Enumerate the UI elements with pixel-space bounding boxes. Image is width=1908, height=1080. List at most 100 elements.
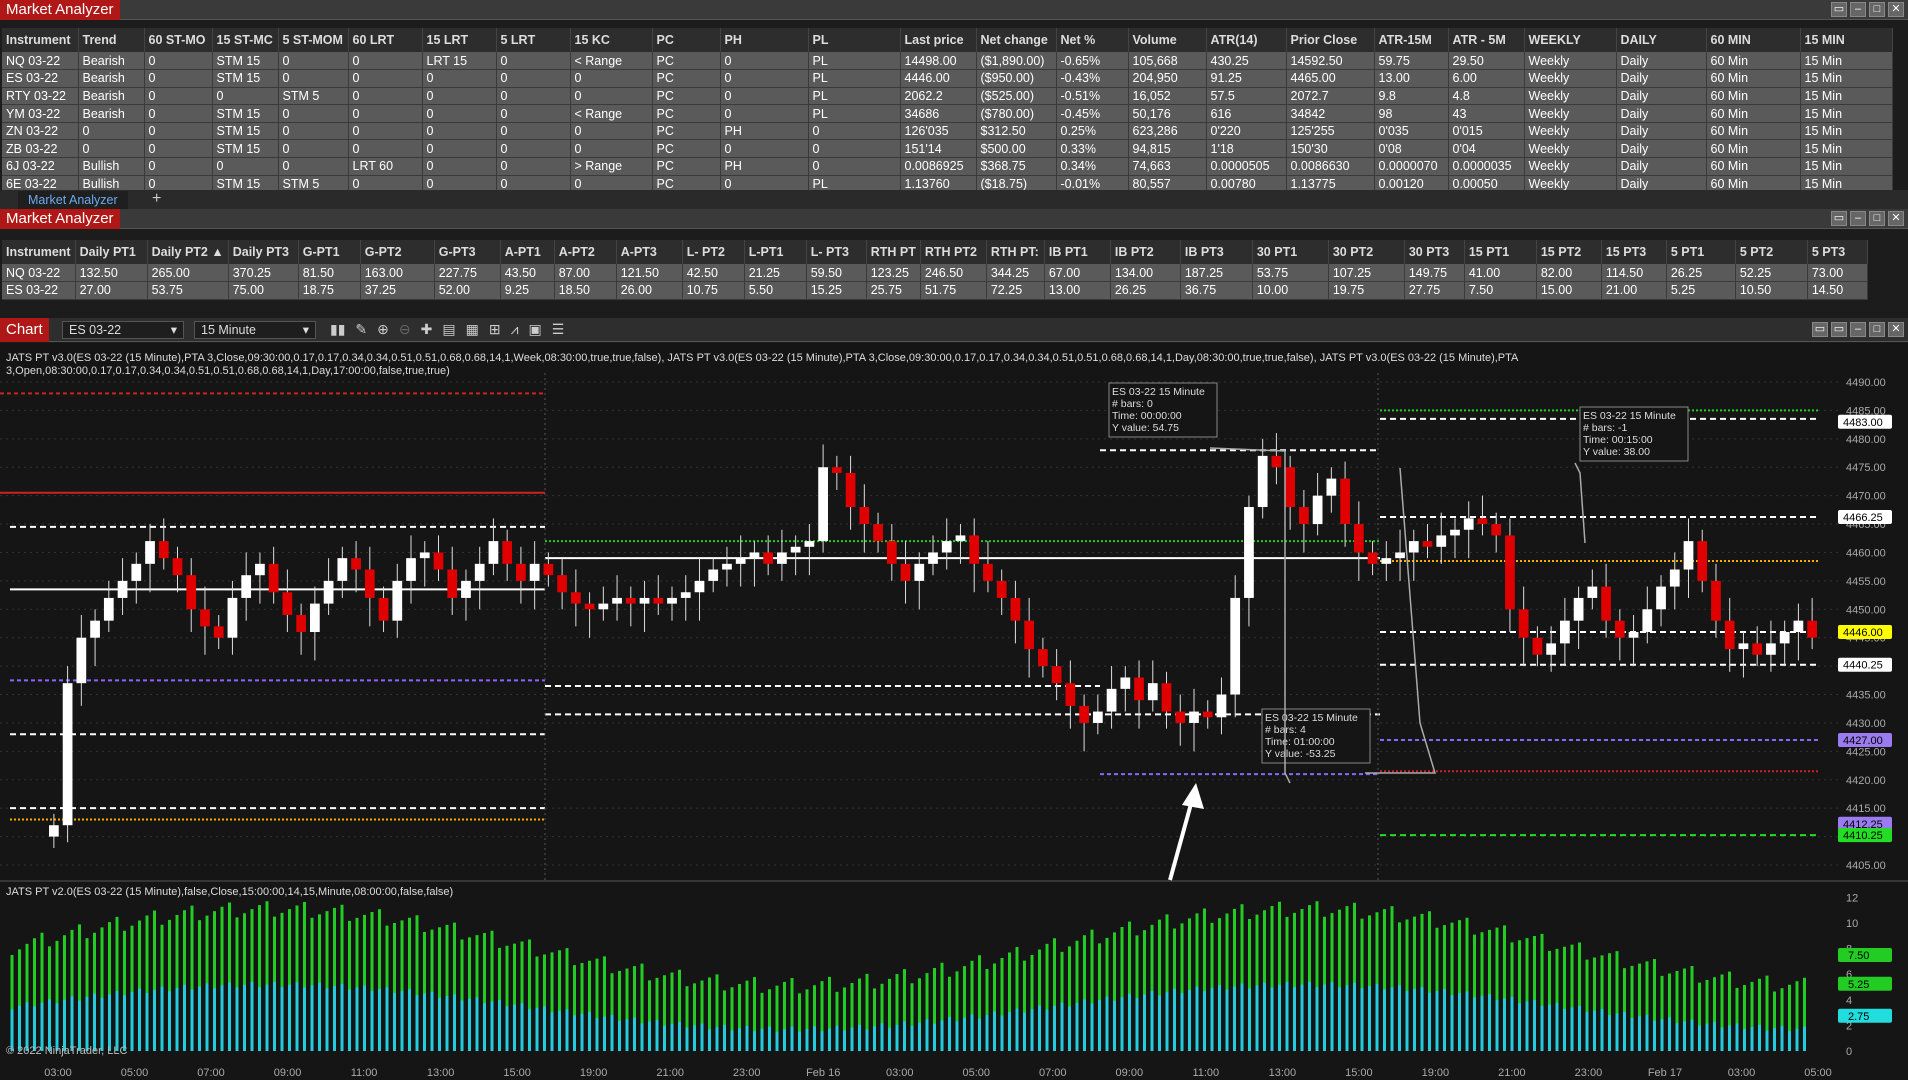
- column-header[interactable]: 30 PT2: [1328, 240, 1405, 264]
- column-header[interactable]: G-PT3: [434, 240, 501, 264]
- column-header[interactable]: 15 MIN: [1800, 28, 1893, 52]
- column-header[interactable]: PH: [720, 28, 809, 52]
- table-row[interactable]: ES 03-22 27.00 53.75 75.00 18.75 37.25 52.00 9.…: [2, 281, 1868, 300]
- column-header[interactable]: 5 PT3: [1807, 240, 1868, 264]
- table-row[interactable]: RTY 03-22 Bearish 0 0 STM 5 0 0 0 0 PC 0 PL 2062.2 ($…: [2, 87, 1893, 106]
- zoom-in-icon[interactable]: ⊕: [377, 321, 389, 337]
- column-header[interactable]: L- PT3: [806, 240, 867, 264]
- column-header[interactable]: 15 PT3: [1601, 240, 1667, 264]
- restore-icon[interactable]: ▭: [1812, 322, 1828, 337]
- column-header[interactable]: DAILY: [1616, 28, 1707, 52]
- maximize-icon[interactable]: □: [1869, 2, 1885, 17]
- column-header[interactable]: 15 PT1: [1464, 240, 1537, 264]
- list-icon[interactable]: ☰: [551, 321, 565, 337]
- table-row[interactable]: 6J 03-22 Bullish 0 0 0 LRT 60 0 0 > Range PC PH 0 0.…: [2, 157, 1893, 176]
- table-row[interactable]: YM 03-22 Bearish 0 STM 15 0 0 0 0 < Range PC 0 PL 34…: [2, 104, 1893, 123]
- zoom-out-icon[interactable]: ⊖: [398, 321, 411, 337]
- crosshair-icon[interactable]: ✚: [420, 321, 433, 337]
- bar-type-icon[interactable]: ▮▮: [330, 321, 346, 337]
- minimize-icon[interactable]: –: [1850, 322, 1866, 337]
- table-row[interactable]: 6E 03-22 Bullish 0 STM 15 STM 5 0 0 0 0 PC 0 PL 1.13…: [2, 175, 1893, 194]
- column-header[interactable]: 60 MIN: [1706, 28, 1801, 52]
- column-header[interactable]: A-PT1: [500, 240, 555, 264]
- column-header[interactable]: WEEKLY: [1524, 28, 1617, 52]
- column-header[interactable]: 30 PT3: [1404, 240, 1465, 264]
- column-header[interactable]: ATR-15M: [1374, 28, 1449, 52]
- pencil-icon[interactable]: ✎: [355, 321, 368, 337]
- column-header[interactable]: A-PT3: [616, 240, 683, 264]
- instrument-selector[interactable]: ES 03-22 ▾: [62, 321, 184, 339]
- candle-body: [200, 609, 210, 627]
- table-row[interactable]: ES 03-22 Bearish 0 STM 15 0 0 0 0 0 PC 0 PL 4446.00(…: [2, 69, 1893, 88]
- column-header[interactable]: Net %: [1056, 28, 1129, 52]
- column-header[interactable]: 60 LRT: [348, 28, 423, 52]
- column-header[interactable]: Trend: [78, 28, 145, 52]
- add-tab-icon[interactable]: +: [152, 190, 162, 207]
- restore-icon[interactable]: ▭: [1831, 2, 1847, 17]
- column-header[interactable]: Instrument: [2, 28, 79, 52]
- minimize-icon[interactable]: –: [1850, 211, 1866, 226]
- column-header[interactable]: L- PT2: [682, 240, 745, 264]
- column-header[interactable]: Volume: [1128, 28, 1207, 52]
- column-header[interactable]: 60 ST-MO: [144, 28, 213, 52]
- close-icon[interactable]: ✕: [1888, 322, 1904, 337]
- column-header[interactable]: 15 PT2: [1536, 240, 1602, 264]
- column-header[interactable]: Net change: [976, 28, 1057, 52]
- candle-body: [172, 558, 183, 576]
- column-header[interactable]: 5 PT2: [1735, 240, 1808, 264]
- table-row[interactable]: NQ 03-22 Bearish 0 STM 15 0 0 LRT 15 0 < Range PC…: [2, 52, 1893, 71]
- column-header[interactable]: A-PT2: [554, 240, 617, 264]
- table-row[interactable]: ZN 03-22 0 0 STM 15 0 0 0 0 0 PC PH 0 126'035 $312.50…: [2, 122, 1893, 141]
- price-chart[interactable]: 4490.004485.004480.004475.004470.004465.…: [0, 343, 1908, 1080]
- interval-selector[interactable]: 15 Minute ▾: [194, 321, 316, 339]
- column-header[interactable]: 5 LRT: [496, 28, 571, 52]
- column-header[interactable]: L-PT1: [744, 240, 807, 264]
- close-icon[interactable]: ✕: [1888, 211, 1904, 226]
- column-header[interactable]: 5 PT1: [1666, 240, 1736, 264]
- table-cell: 204,950: [1128, 69, 1207, 88]
- maximize-icon[interactable]: □: [1869, 211, 1885, 226]
- templates-icon[interactable]: ▣: [528, 321, 542, 337]
- column-header[interactable]: 15 KC: [570, 28, 653, 52]
- column-header[interactable]: PL: [808, 28, 901, 52]
- column-header[interactable]: RTH PT: [866, 240, 921, 264]
- column-header[interactable]: G-PT2: [360, 240, 435, 264]
- column-header[interactable]: 5 ST-MOM: [278, 28, 349, 52]
- column-header[interactable]: IB PT1: [1044, 240, 1111, 264]
- table-row[interactable]: NQ 03-22 132.50 265.00 370.25 81.50 163.00 227…: [2, 264, 1868, 282]
- indicators-icon[interactable]: ⊞: [488, 321, 501, 337]
- candle-body: [1573, 597, 1584, 621]
- column-header[interactable]: 30 PT1: [1252, 240, 1329, 264]
- table-cell: 0: [570, 122, 653, 141]
- close-icon[interactable]: ✕: [1888, 2, 1904, 17]
- column-header[interactable]: Last price: [900, 28, 977, 52]
- restore-icon[interactable]: ▭: [1831, 322, 1847, 337]
- column-header[interactable]: ATR(14): [1206, 28, 1287, 52]
- column-header[interactable]: RTH PT:: [986, 240, 1045, 264]
- column-header[interactable]: Daily PT1: [75, 240, 148, 264]
- table-cell: 616: [1206, 104, 1287, 123]
- column-header[interactable]: Daily PT3: [228, 240, 299, 264]
- column-header[interactable]: RTH PT2: [920, 240, 987, 264]
- tab-market-analyzer[interactable]: Market Analyzer: [18, 191, 128, 210]
- market-analyzer-2-grid[interactable]: Instrument Daily PT1 Daily PT2 ▲ Daily PT3 G…: [2, 240, 1868, 300]
- column-header[interactable]: IB PT3: [1180, 240, 1253, 264]
- minimize-icon[interactable]: –: [1850, 2, 1866, 17]
- maximize-icon[interactable]: □: [1869, 322, 1885, 337]
- restore-icon[interactable]: ▭: [1831, 211, 1847, 226]
- candle-body: [1711, 580, 1721, 621]
- strategies-icon[interactable]: ⩘: [510, 321, 519, 337]
- column-header[interactable]: 15 LRT: [422, 28, 497, 52]
- column-header[interactable]: Daily PT2 ▲: [147, 240, 229, 264]
- data-box-icon[interactable]: ▤: [442, 321, 456, 337]
- column-header[interactable]: PC: [652, 28, 721, 52]
- column-header[interactable]: ATR - 5M: [1448, 28, 1525, 52]
- market-analyzer-grid[interactable]: Instrument Trend 60 ST-MO 15 ST-MC 5 ST-MOM 6…: [2, 28, 1893, 194]
- column-header[interactable]: Instrument: [2, 240, 76, 264]
- column-header[interactable]: 15 ST-MC: [212, 28, 279, 52]
- properties-icon[interactable]: ▦: [465, 321, 479, 337]
- column-header[interactable]: G-PT1: [298, 240, 361, 264]
- table-row[interactable]: ZB 03-22 0 0 STM 15 0 0 0 0 0 PC 0 0 151'14 $500.00 0.…: [2, 139, 1893, 159]
- column-header[interactable]: IB PT2: [1110, 240, 1181, 264]
- column-header[interactable]: Prior Close: [1286, 28, 1375, 52]
